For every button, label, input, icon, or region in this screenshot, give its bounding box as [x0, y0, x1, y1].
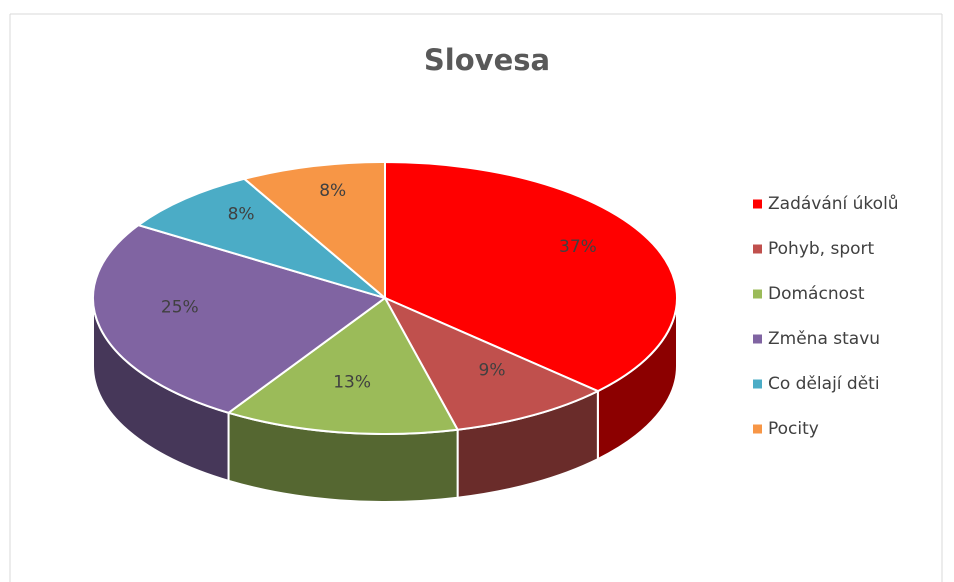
legend-swatch [753, 334, 762, 344]
data-label: 37% [559, 237, 597, 257]
data-label: 9% [479, 360, 506, 380]
data-label: 8% [228, 205, 255, 225]
legend-label: Pocity [768, 419, 819, 439]
legend-swatch [753, 379, 762, 389]
data-label: 13% [333, 373, 371, 393]
legend-label: Zadávání úkolů [768, 194, 899, 214]
slice [226, 296, 460, 435]
data-label: 25% [161, 297, 199, 317]
legend-label: Co dělají děti [768, 374, 880, 394]
legend-label: Domácnost [768, 284, 865, 304]
legend-label: Změna stavu [768, 329, 880, 349]
legend-swatch [753, 289, 762, 299]
slice [136, 177, 386, 299]
slice [384, 160, 678, 393]
slice [92, 224, 388, 414]
legend-swatch [753, 424, 762, 434]
slice [382, 295, 601, 431]
slice [242, 160, 386, 301]
legend-label: Pohyb, sport [768, 239, 875, 259]
legend-swatch [753, 244, 762, 254]
chart-title: Slovesa [424, 43, 550, 77]
data-label: 8% [319, 181, 346, 201]
legend-swatch [753, 199, 762, 209]
